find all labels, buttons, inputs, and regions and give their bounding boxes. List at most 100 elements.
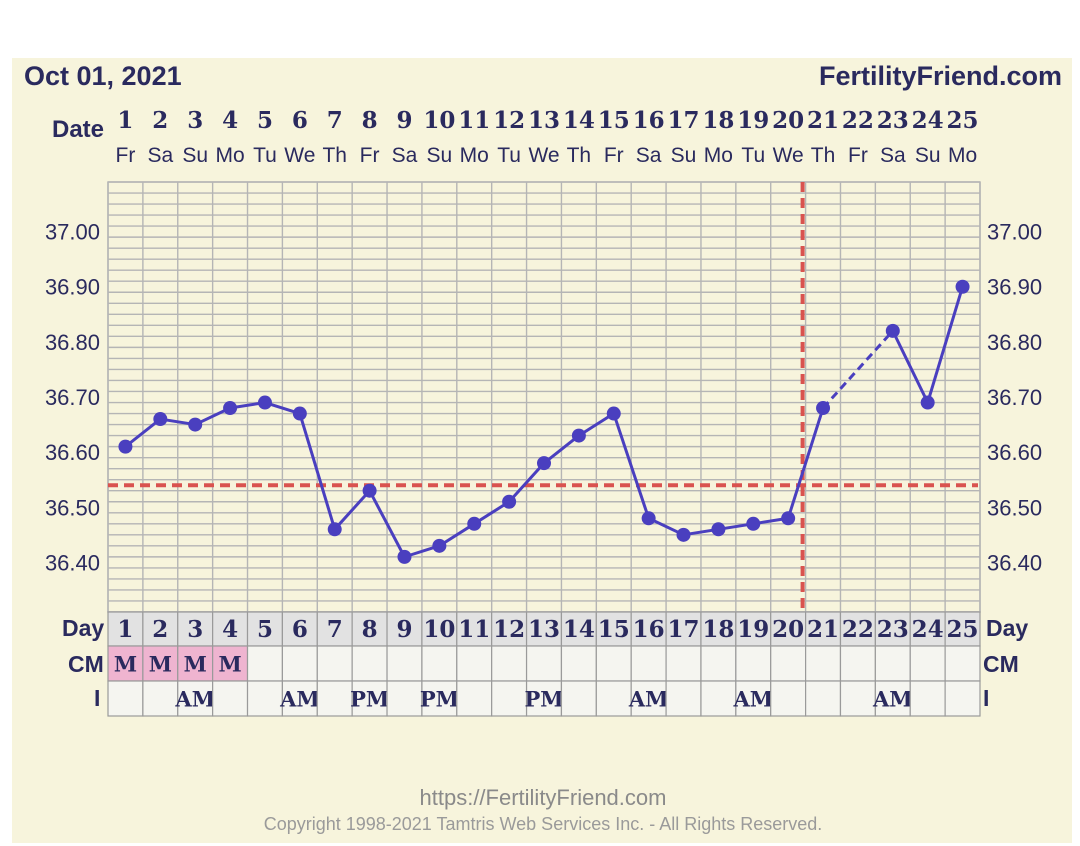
weekday-label: Sa <box>636 144 662 167</box>
cycle-day: 23 <box>877 616 909 643</box>
cycle-day-box <box>944 611 981 647</box>
intercourse-cell-box <box>909 680 946 717</box>
cm-cell-box <box>456 645 493 682</box>
intercourse-cell-box <box>456 680 493 717</box>
temperature-segment <box>926 286 964 403</box>
y-tick-label-right: 36.70 <box>987 385 1042 410</box>
weekday-label: Th <box>567 144 592 167</box>
weekday-label: Su <box>427 144 453 167</box>
cycle-day: 17 <box>668 616 700 643</box>
chart-start-date: Oct 01, 2021 <box>24 61 182 91</box>
y-tick-label-right: 37.00 <box>987 220 1042 245</box>
date-label: 4 <box>222 107 238 134</box>
cm-cell-box <box>560 645 597 682</box>
y-tick-label-right: 36.80 <box>987 330 1042 355</box>
intercourse-cell-box <box>630 680 667 717</box>
cm-cell-box <box>212 645 249 682</box>
cm-cell-box <box>700 645 737 682</box>
cycle-day: 19 <box>737 616 769 643</box>
y-tick-label-left: 36.50 <box>45 495 100 520</box>
temperature-point <box>118 439 133 454</box>
cycle-day: 20 <box>772 616 804 643</box>
date-label: 15 <box>598 107 630 134</box>
intercourse-cell-box <box>212 680 249 717</box>
date-label: 2 <box>152 107 168 134</box>
cycle-day: 15 <box>598 616 630 643</box>
cycle-day: 25 <box>947 616 979 643</box>
weekday-label: Mo <box>215 144 244 167</box>
temperature-point <box>676 527 691 542</box>
chart-grid <box>107 181 981 613</box>
cycle-day: 21 <box>807 616 839 643</box>
cm-cell: M <box>114 652 137 677</box>
temperature-point <box>571 428 586 443</box>
weekday-label: Sa <box>147 144 173 167</box>
intercourse-cell: PM <box>524 687 563 712</box>
date-label: 17 <box>668 107 700 134</box>
intercourse-cell: AM <box>174 687 215 712</box>
cycle-day-box <box>212 611 249 647</box>
cycle-day-box <box>386 611 423 647</box>
temperature-point <box>537 456 551 471</box>
cm-cell-box <box>491 645 528 682</box>
temperature-point <box>397 549 412 564</box>
intercourse-cell-box <box>560 680 597 717</box>
intercourse-cell-box <box>944 680 981 717</box>
temperature-segment <box>124 417 162 448</box>
cycle-day: 11 <box>458 616 490 643</box>
cm-cell-box <box>874 645 911 682</box>
date-label: 18 <box>702 107 734 134</box>
temperature-point <box>502 494 517 509</box>
date-row-label: Date <box>52 116 104 143</box>
date-label: 10 <box>423 107 455 134</box>
intercourse-cell: AM <box>628 687 669 712</box>
cm-cell-box <box>735 645 772 682</box>
cm-cell: M <box>149 652 172 677</box>
intercourse-cell-box <box>665 680 702 717</box>
cycle-day-box <box>839 611 876 647</box>
weekday-label: Fr <box>848 144 868 167</box>
y-tick-label-left: 37.00 <box>45 220 100 245</box>
cycle-day: 14 <box>563 616 595 643</box>
intercourse-cell-box <box>177 680 214 717</box>
temperature-segment <box>368 490 406 558</box>
cm-cell-box <box>316 645 353 682</box>
temperature-segment <box>612 413 651 519</box>
weekday-label: Mo <box>948 144 977 167</box>
weekday-label: Su <box>915 144 941 167</box>
brand-title: FertilityFriend.com <box>819 61 1062 91</box>
intercourse-cell-box <box>735 680 772 717</box>
cm-cell-box <box>595 645 632 682</box>
weekday-label: Tu <box>497 144 521 167</box>
date-label: 3 <box>187 107 203 134</box>
i-row-label-left: I <box>94 685 100 711</box>
cycle-day-box <box>107 611 144 647</box>
weekday-labels: Fr Sa Su Mo Tu We Th Fr Sa Su Mo Tu We Th Fr Sa Su Mo Tu We… <box>116 144 978 167</box>
date-label: 7 <box>327 107 343 134</box>
cycle-day: 8 <box>362 616 378 643</box>
weekday-label: Mo <box>460 144 489 167</box>
y-tick-label-right: 36.90 <box>987 275 1042 300</box>
weekday-label: Fr <box>360 144 380 167</box>
cm-cell-box <box>665 645 702 682</box>
weekday-label: Sa <box>880 144 906 167</box>
temperature-point <box>327 522 342 537</box>
cycle-day: 18 <box>702 616 734 643</box>
cycle-day-box <box>630 611 667 647</box>
weekday-label: We <box>528 144 559 167</box>
cm-cell-box <box>177 645 214 682</box>
temperature-point <box>816 401 831 416</box>
intercourse-cell-box <box>700 680 737 717</box>
intercourse-cell: AM <box>279 687 320 712</box>
temperature-point <box>188 417 203 432</box>
footer-url[interactable]: https://FertilityFriend.com <box>420 785 667 810</box>
date-label: 19 <box>737 107 769 134</box>
cycle-day-box <box>804 611 842 647</box>
cycle-day: 22 <box>842 616 874 643</box>
weekday-label: Fr <box>604 144 624 167</box>
cycle-day: 9 <box>396 616 412 643</box>
temperature-point <box>746 516 761 531</box>
intercourse-cell-box <box>107 680 144 717</box>
